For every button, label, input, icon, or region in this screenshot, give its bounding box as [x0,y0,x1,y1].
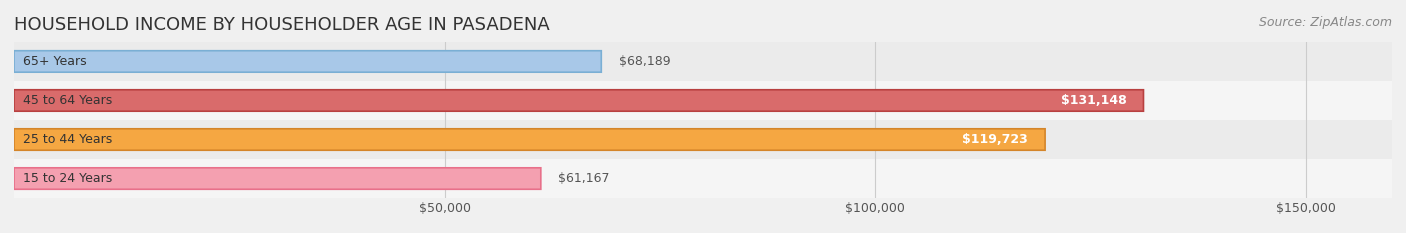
FancyBboxPatch shape [14,129,1045,150]
Bar [14,81,1392,120]
Text: 25 to 44 Years: 25 to 44 Years [22,133,112,146]
Bar [14,159,1392,198]
Text: $119,723: $119,723 [962,133,1028,146]
Text: 15 to 24 Years: 15 to 24 Years [22,172,112,185]
FancyBboxPatch shape [14,51,602,72]
Text: $131,148: $131,148 [1060,94,1126,107]
Bar [14,120,1392,159]
FancyBboxPatch shape [14,90,1143,111]
Text: $68,189: $68,189 [619,55,671,68]
Text: $61,167: $61,167 [558,172,610,185]
Bar [14,42,1392,81]
Text: Source: ZipAtlas.com: Source: ZipAtlas.com [1258,16,1392,29]
FancyBboxPatch shape [14,168,541,189]
Text: 65+ Years: 65+ Years [22,55,86,68]
Text: 45 to 64 Years: 45 to 64 Years [22,94,112,107]
Text: HOUSEHOLD INCOME BY HOUSEHOLDER AGE IN PASADENA: HOUSEHOLD INCOME BY HOUSEHOLDER AGE IN P… [14,16,550,34]
